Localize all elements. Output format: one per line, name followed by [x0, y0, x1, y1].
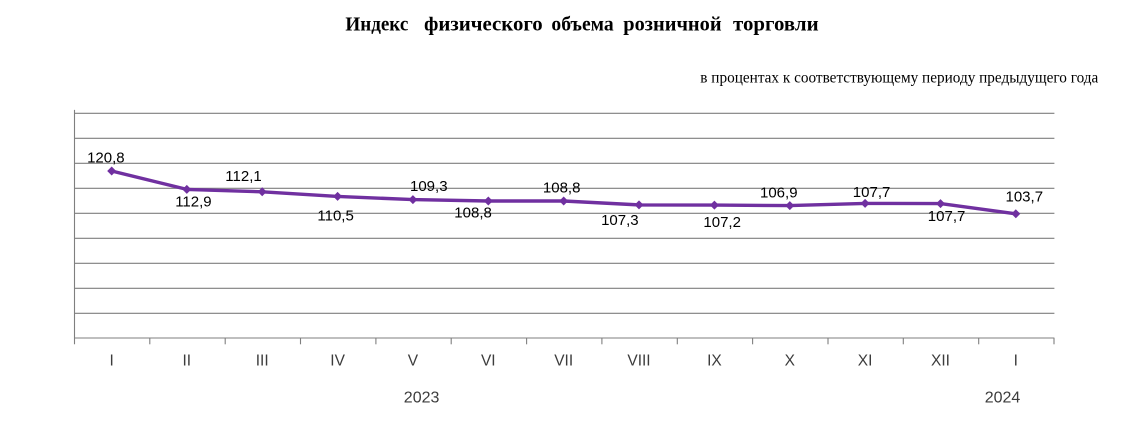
svg-text:VIII: VIII — [627, 353, 650, 370]
svg-text:II: II — [182, 353, 191, 370]
svg-text:120,8: 120,8 — [87, 150, 125, 167]
svg-text:108,8: 108,8 — [543, 180, 581, 197]
svg-text:106,9: 106,9 — [760, 185, 798, 202]
svg-text:I: I — [1014, 353, 1018, 370]
svg-text:в процентах к соответствующему: в процентах к соответствующему периоду п… — [700, 69, 1098, 86]
svg-text:VII: VII — [554, 353, 573, 370]
svg-text:2024: 2024 — [985, 390, 1021, 407]
svg-text:2023: 2023 — [404, 390, 440, 407]
svg-text:объема: объема — [551, 14, 613, 36]
svg-text:112,9: 112,9 — [175, 194, 211, 211]
svg-text:VI: VI — [481, 353, 496, 370]
svg-text:I: I — [110, 353, 114, 370]
svg-text:108,8: 108,8 — [454, 205, 492, 222]
svg-text:V: V — [408, 353, 419, 370]
svg-text:IX: IX — [707, 353, 722, 370]
svg-text:107,3: 107,3 — [601, 212, 639, 229]
svg-text:103,7: 103,7 — [1006, 189, 1044, 206]
svg-text:107,2: 107,2 — [703, 214, 741, 231]
svg-text:розничной: розничной — [623, 14, 721, 36]
svg-text:XII: XII — [931, 353, 950, 370]
svg-text:112,1: 112,1 — [225, 168, 261, 185]
svg-text:109,3: 109,3 — [410, 178, 448, 195]
svg-text:107,7: 107,7 — [928, 208, 966, 225]
svg-text:Индекс: Индекс — [345, 14, 408, 36]
svg-text:X: X — [785, 353, 796, 370]
svg-text:физического: физического — [424, 14, 543, 36]
svg-text:торговли: торговли — [733, 14, 819, 36]
svg-text:XI: XI — [858, 353, 873, 370]
svg-text:III: III — [256, 353, 269, 370]
svg-text:110,5: 110,5 — [317, 208, 353, 225]
svg-text:107,7: 107,7 — [853, 184, 891, 201]
svg-text:IV: IV — [330, 353, 345, 370]
